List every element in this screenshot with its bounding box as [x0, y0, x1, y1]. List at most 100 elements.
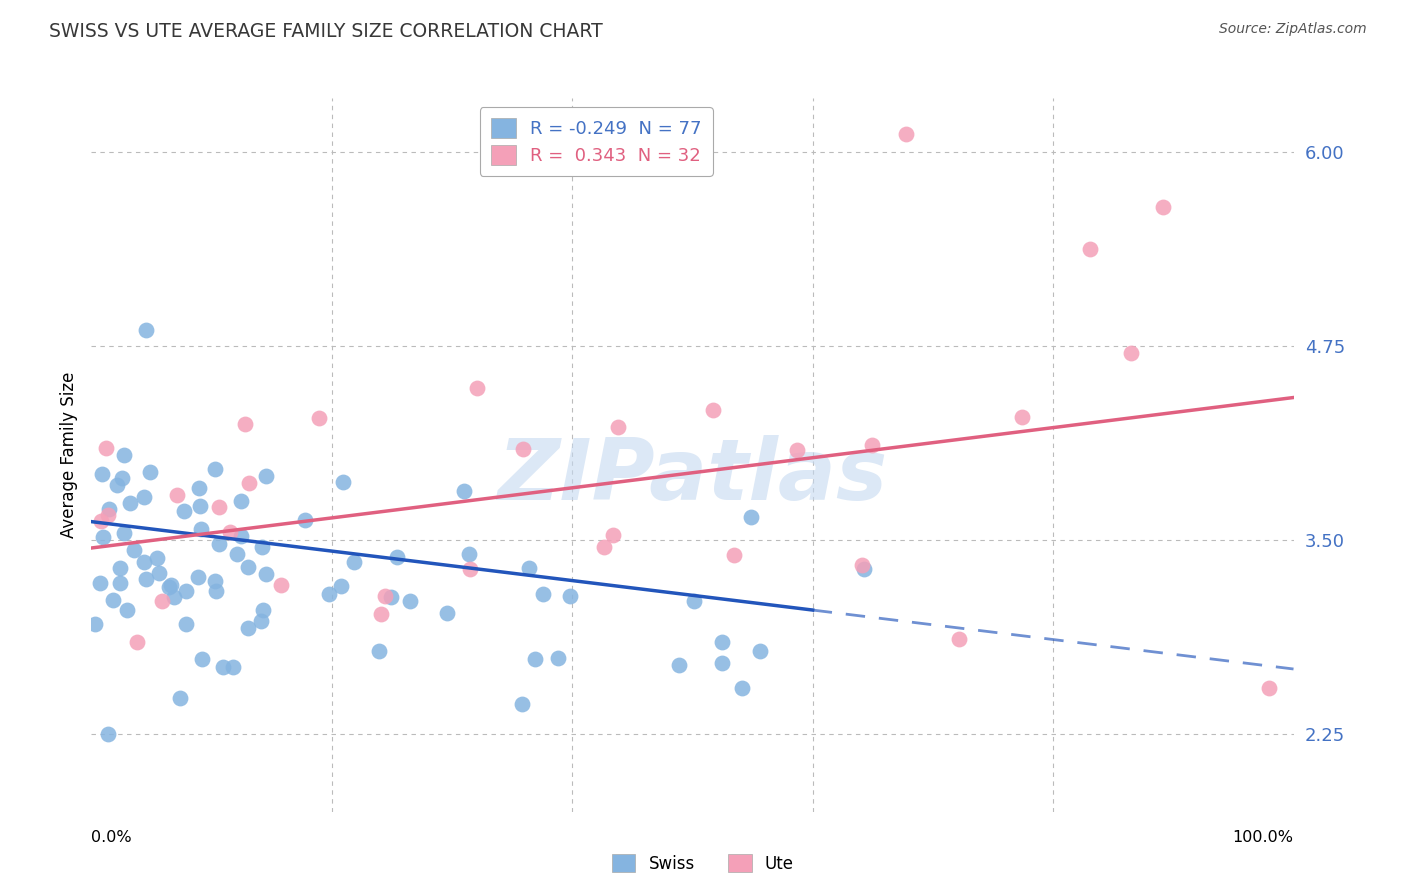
Point	[236, 621, 259, 635]
Point	[560, 589, 582, 603]
Point	[222, 659, 245, 673]
Point	[318, 587, 340, 601]
Point	[118, 496, 141, 510]
Point	[740, 510, 762, 524]
Point	[157, 580, 180, 594]
Text: ZIPatlas: ZIPatlas	[498, 434, 887, 518]
Point	[1152, 200, 1174, 214]
Point	[399, 594, 422, 608]
Point	[465, 381, 488, 395]
Point	[166, 488, 188, 502]
Legend: Swiss, Ute: Swiss, Ute	[606, 847, 800, 880]
Point	[187, 570, 209, 584]
Point	[731, 681, 754, 696]
Point	[111, 470, 134, 484]
Point	[896, 128, 918, 142]
Point	[146, 550, 169, 565]
Point	[853, 562, 876, 576]
Point	[682, 594, 704, 608]
Point	[98, 502, 121, 516]
Point	[174, 616, 197, 631]
Text: Source: ZipAtlas.com: Source: ZipAtlas.com	[1219, 22, 1367, 37]
Point	[252, 603, 274, 617]
Point	[1011, 409, 1033, 424]
Point	[148, 566, 170, 581]
Point	[512, 442, 534, 456]
Point	[97, 727, 120, 741]
Text: SWISS VS UTE AVERAGE FAMILY SIZE CORRELATION CHART: SWISS VS UTE AVERAGE FAMILY SIZE CORRELA…	[49, 22, 603, 41]
Point	[204, 462, 226, 476]
Point	[159, 578, 181, 592]
Point	[436, 606, 458, 620]
Point	[948, 632, 970, 646]
Point	[91, 530, 114, 544]
Point	[105, 478, 128, 492]
Point	[90, 515, 112, 529]
Point	[108, 560, 131, 574]
Point	[380, 590, 402, 604]
Point	[1258, 681, 1281, 695]
Point	[174, 583, 197, 598]
Point	[236, 559, 259, 574]
Point	[135, 323, 157, 337]
Point	[702, 403, 724, 417]
Point	[117, 603, 139, 617]
Point	[97, 508, 120, 523]
Point	[101, 592, 124, 607]
Point	[208, 500, 231, 514]
Point	[593, 540, 616, 554]
Point	[188, 500, 211, 514]
Point	[668, 657, 690, 672]
Point	[190, 522, 212, 536]
Point	[173, 504, 195, 518]
Point	[250, 614, 273, 628]
Point	[510, 698, 533, 712]
Legend: R = -0.249  N = 77, R =  0.343  N = 32: R = -0.249 N = 77, R = 0.343 N = 32	[479, 107, 713, 176]
Point	[531, 587, 554, 601]
Point	[205, 583, 228, 598]
Point	[254, 468, 277, 483]
Point	[233, 417, 256, 432]
Point	[89, 575, 111, 590]
Point	[112, 448, 135, 462]
Point	[711, 656, 734, 670]
Point	[370, 607, 392, 621]
Point	[1078, 242, 1101, 256]
Point	[231, 493, 253, 508]
Point	[851, 558, 873, 573]
Point	[94, 442, 117, 456]
Point	[127, 635, 149, 649]
Point	[238, 476, 260, 491]
Point	[162, 590, 184, 604]
Point	[453, 484, 475, 499]
Point	[252, 540, 274, 554]
Text: 0.0%: 0.0%	[91, 830, 132, 846]
Point	[710, 635, 733, 649]
Point	[231, 529, 253, 543]
Point	[523, 652, 546, 666]
Point	[330, 579, 353, 593]
Point	[748, 644, 770, 658]
Point	[517, 561, 540, 575]
Point	[132, 555, 155, 569]
Point	[458, 562, 481, 576]
Point	[607, 420, 630, 434]
Point	[374, 589, 396, 603]
Point	[786, 443, 808, 458]
Point	[723, 548, 745, 562]
Point	[150, 594, 173, 608]
Point	[343, 555, 366, 569]
Text: 100.0%: 100.0%	[1233, 830, 1294, 846]
Point	[367, 644, 389, 658]
Y-axis label: Average Family Size: Average Family Size	[59, 372, 77, 538]
Point	[547, 651, 569, 665]
Point	[90, 467, 112, 482]
Point	[254, 566, 277, 581]
Point	[108, 576, 131, 591]
Point	[122, 543, 145, 558]
Point	[212, 660, 235, 674]
Point	[294, 513, 316, 527]
Point	[139, 465, 162, 479]
Point	[190, 652, 212, 666]
Point	[226, 547, 249, 561]
